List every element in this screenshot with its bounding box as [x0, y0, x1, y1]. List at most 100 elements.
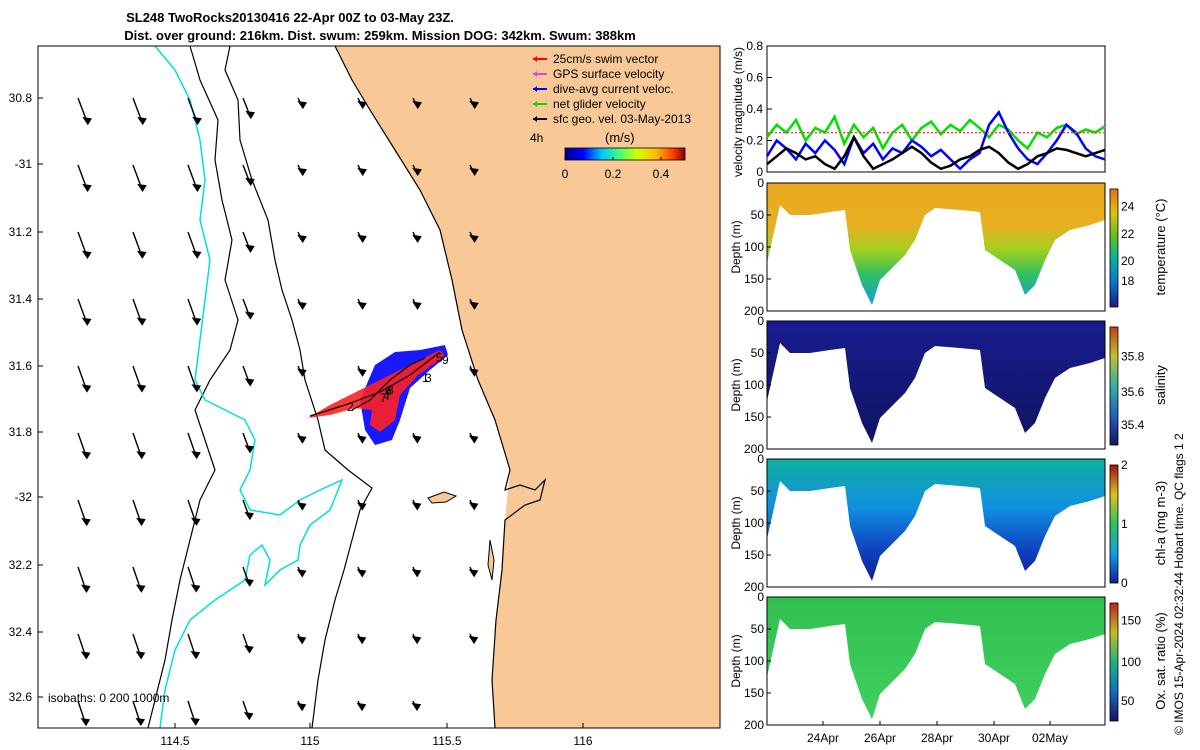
current-vector: [242, 231, 255, 253]
current-vector: [411, 499, 422, 511]
section-colorbar: [1109, 326, 1119, 446]
track-label: 9: [442, 353, 449, 367]
current-vector: [468, 432, 479, 444]
colorbar-tick: 22: [1121, 227, 1135, 241]
legend-label: dive-avg current veloc.: [553, 82, 674, 96]
colorbar-title: (m/s): [605, 130, 635, 145]
current-vector: [411, 633, 422, 645]
depth-tick: 100: [744, 654, 764, 668]
speed-colorbar-ticks: 0 0.2 0.4: [562, 157, 670, 181]
current-vector: [242, 164, 255, 187]
map-y-tick-label: 31.6: [9, 359, 33, 373]
current-vector: [412, 231, 422, 243]
current-vector: [242, 566, 254, 587]
map-y-tick-label: 32.2: [9, 558, 33, 572]
legend-label: sfc geo. vel. 03-May-2013: [553, 112, 691, 126]
depth-tick: 200: [744, 442, 764, 456]
current-vector: [77, 633, 91, 660]
colorbar-tick: 18: [1121, 274, 1135, 288]
legend-entry: net glider velocity: [533, 97, 646, 111]
section-colorbar: [1109, 188, 1119, 308]
current-vector: [469, 231, 479, 243]
velocity-ticks: 0 0.2 0.4 0.6 0.8: [746, 39, 772, 179]
current-vector: [357, 365, 367, 377]
map-axes-frame: [37, 45, 721, 729]
velocity-ylabel: velocity magnitude (m/s): [731, 47, 745, 177]
current-vector: [296, 633, 307, 645]
current-vector: [357, 164, 367, 177]
current-vector: [77, 499, 91, 527]
depth-tick: 50: [751, 346, 765, 360]
current-vector: [356, 432, 367, 444]
current-vector: [187, 365, 202, 393]
current-vector: [468, 499, 479, 511]
current-vector: [356, 633, 367, 645]
depth-tick: 200: [744, 304, 764, 318]
current-vector: [242, 499, 255, 521]
current-vector: [242, 700, 254, 721]
current-vector: [469, 97, 479, 110]
current-vector: [357, 231, 367, 244]
current-vector: [132, 365, 147, 393]
current-vector: [411, 432, 422, 444]
depth-tick: 50: [751, 208, 765, 222]
legend-entry: GPS surface velocity: [533, 67, 664, 81]
colorbar-tick: 35.4: [1121, 418, 1145, 432]
track-label: 5: [436, 351, 443, 365]
current-vector: [411, 700, 422, 712]
depth-tick: 50: [751, 484, 765, 498]
current-vector: [77, 231, 92, 259]
colorbar-tick: 2: [1121, 458, 1128, 472]
legend-entry: dive-avg current veloc.: [533, 82, 674, 96]
current-vector: [77, 700, 91, 727]
depth-tick: 0: [757, 176, 764, 190]
map-x-tick-label: 115: [300, 734, 319, 748]
date-tick: 30Apr: [978, 731, 1010, 745]
section-fill: [767, 597, 1105, 719]
swim-vector-cloud: [308, 350, 445, 432]
colorbar-tick: 35.6: [1121, 385, 1145, 399]
net-velocity-path: [309, 351, 441, 417]
velocity-panel: 0 0.2 0.4 0.6 0.8 velocity magnitude (m/s): [731, 39, 1106, 179]
current-vector: [187, 432, 201, 460]
rottnest-island: [427, 491, 458, 504]
coastline: [334, 45, 547, 729]
current-vector: [187, 97, 202, 126]
current-vector: [242, 432, 255, 454]
current-vector: [187, 499, 201, 526]
track-label: 6: [385, 384, 392, 398]
isobath-label: isobaths: 0 200 1000m: [48, 691, 169, 705]
current-vector: [132, 164, 147, 193]
colorbar-tick: 150: [1121, 614, 1141, 628]
velocity-y-tick: 0.4: [746, 102, 763, 116]
depth-ylabel: Depth (m): [729, 358, 743, 411]
legend-label: GPS surface velocity: [553, 67, 664, 81]
depth-ylabel: Depth (m): [729, 496, 743, 549]
isobath-cyan: [154, 45, 344, 729]
current-vector: [297, 365, 307, 377]
current-vector: [132, 298, 147, 326]
depth-tick: 150: [744, 272, 764, 286]
current-vector: [132, 432, 146, 460]
legend-label: 25cm/s swim vector: [553, 52, 658, 66]
map-x-tick-label: 115.5: [432, 734, 461, 748]
depth-tick: 100: [744, 240, 764, 254]
map-x-tick-label: 116: [573, 734, 592, 748]
map-y-tick-label: 32.4: [9, 625, 33, 639]
colorbar-tick: 1: [1121, 517, 1128, 531]
section-fill: [767, 459, 1105, 581]
current-vector: [468, 566, 479, 578]
colorbar-tick: 50: [1121, 694, 1135, 708]
depth-tick: 100: [744, 378, 764, 392]
speed-colorbar-tick: 0.2: [605, 167, 622, 181]
map-title-line-1: SL248 TwoRocks20130416 22-Apr 00Z to 03-…: [126, 10, 454, 25]
land-mass: [335, 46, 720, 728]
map-y-tick-label: 30.8: [9, 91, 33, 105]
current-vector: [77, 432, 92, 460]
date-tick: 26Apr: [864, 731, 896, 745]
depth-tick: 200: [744, 580, 764, 594]
map-y-tick-label: -31: [15, 157, 33, 171]
